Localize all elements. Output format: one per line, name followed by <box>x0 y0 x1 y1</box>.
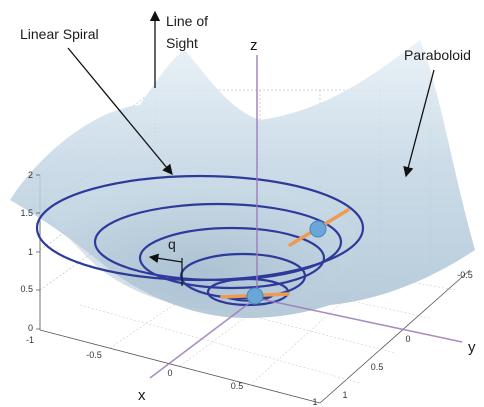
z-tick-marks <box>36 174 40 330</box>
x-tick-label: -1 <box>26 335 34 345</box>
linear-spiral <box>35 174 365 307</box>
z-ticks: 2 1.5 1 0.5 0 <box>20 170 33 333</box>
y-tick-label: -0.5 <box>457 270 473 280</box>
z-tick-label: 0.5 <box>20 284 33 294</box>
y-tick-label: 0 <box>405 334 410 344</box>
line-of-sight-label-line1: Line of <box>166 13 208 29</box>
y-tick-label: 0.5 <box>371 362 384 372</box>
spiral-loop-3 <box>138 226 326 290</box>
linear-spiral-label: Linear Spiral <box>20 26 99 42</box>
bottom-marker <box>220 287 290 305</box>
q-annotation <box>148 253 183 286</box>
paraboloid-label: Paraboloid <box>404 47 471 63</box>
x-tick-label: 1 <box>312 397 317 407</box>
y-axis <box>255 297 463 343</box>
z-axis-label: z <box>250 37 258 54</box>
x-ticks: -1 -0.5 0 0.5 1 <box>26 335 318 407</box>
linear-spiral-arrow <box>67 47 173 176</box>
spiral-loop-4 <box>179 252 307 300</box>
y-axis-label: y <box>468 339 476 356</box>
z-tick-label: 0 <box>28 323 33 333</box>
x-tick-label: 0.5 <box>231 381 244 391</box>
x-axis <box>149 297 257 379</box>
z-tick-label: 1 <box>28 247 33 257</box>
line-of-sight-label-line2: Sight <box>166 35 198 51</box>
x-tick-label: 0 <box>167 368 172 378</box>
x-axis-label: x <box>138 387 146 404</box>
spiral-loop-2 <box>93 202 343 282</box>
spiral-marker <box>288 208 350 247</box>
y-tick-label: 1 <box>342 390 347 400</box>
q-label: q <box>168 236 176 252</box>
y-ticks: -0.5 0 0.5 1 <box>342 270 472 400</box>
z-tick-label: 2 <box>28 170 33 180</box>
z-tick-label: 1.5 <box>20 208 33 218</box>
x-tick-label: -0.5 <box>86 350 102 360</box>
paraboloid-arrow <box>403 69 435 178</box>
